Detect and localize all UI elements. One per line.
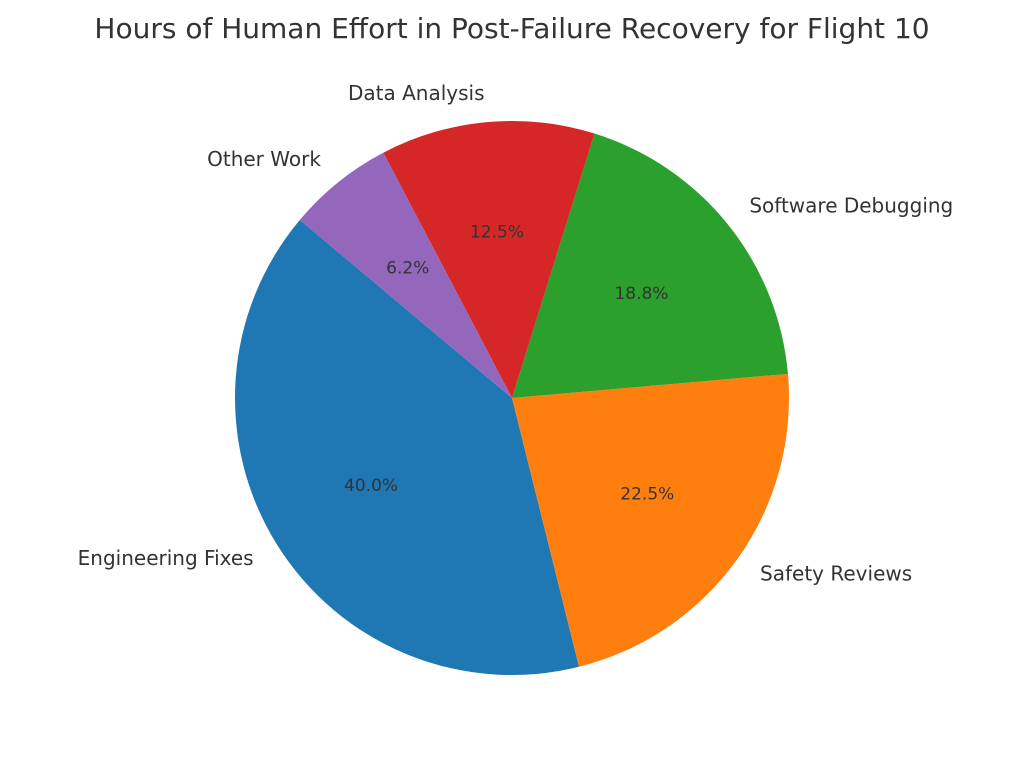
percent-label: 12.5% [470,222,524,242]
percent-label: 6.2% [386,259,429,279]
percent-label: 18.8% [614,284,668,304]
slice-label: Software Debugging [749,193,953,217]
pie-slice [512,373,789,667]
slice-label: Safety Reviews [760,561,912,585]
slice-label: Engineering Fixes [78,546,254,570]
pie-slice [383,120,595,398]
pie-slice [512,133,788,398]
percent-label: 40.0% [344,476,398,496]
percent-label: 22.5% [620,485,674,505]
slice-label: Data Analysis [348,81,485,105]
slice-label: Other Work [207,147,321,171]
pie-slice [299,152,512,398]
pie-slice [234,219,580,676]
chart-title: Hours of Human Effort in Post-Failure Re… [94,12,929,45]
